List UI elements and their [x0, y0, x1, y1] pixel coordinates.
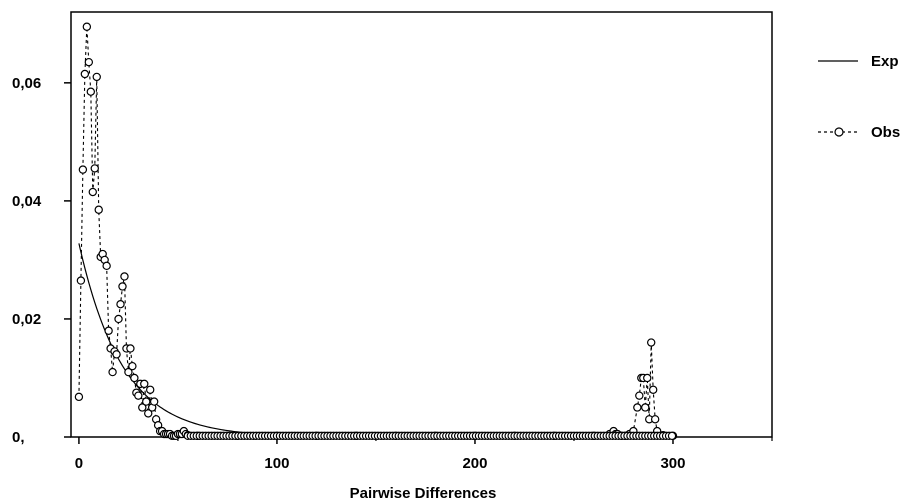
- x-axis-title: Pairwise Differences: [350, 485, 497, 502]
- obs-point: [118, 282, 127, 291]
- obs-point: [643, 373, 652, 383]
- obs-point: [140, 379, 149, 389]
- obs-point: [648, 385, 658, 394]
- legend-obs-label: Obs: [871, 124, 900, 141]
- obs-point: [138, 403, 147, 412]
- obs-point: [86, 87, 96, 96]
- y-tick-label: 0,06: [12, 75, 41, 92]
- y-tick-label: 0,04: [12, 193, 42, 210]
- obs-point: [102, 261, 111, 271]
- obs-point: [120, 272, 129, 281]
- obs-point: [124, 367, 133, 377]
- x-tick-label: 300: [660, 455, 685, 472]
- y-tick-label: 0,: [12, 429, 25, 446]
- x-axis: 0 100 200 300: [75, 437, 773, 472]
- obs-point: [114, 314, 123, 324]
- plot-frame: [70, 11, 773, 438]
- obs-point: [146, 385, 155, 394]
- obs-point: [144, 409, 153, 418]
- obs-point: [94, 205, 103, 214]
- obs-point: [74, 392, 84, 402]
- obs-point: [130, 373, 139, 383]
- obs-point: [128, 361, 137, 371]
- x-tick-label: 100: [264, 455, 289, 472]
- obs-point: [90, 164, 99, 173]
- y-tick-label: 0,02: [12, 311, 41, 328]
- obs-point: [667, 431, 677, 441]
- obs-point: [641, 403, 650, 412]
- x-tick-label: 0: [75, 455, 83, 472]
- series-obs-line: [78, 26, 674, 437]
- legend: Exp Obs: [818, 53, 900, 141]
- legend-exp-label: Exp: [871, 53, 899, 70]
- obs-point: [149, 397, 159, 406]
- series-exp-line: [78, 243, 321, 437]
- obs-point: [635, 391, 644, 400]
- obs-point: [134, 391, 143, 400]
- obs-point: [633, 403, 642, 412]
- obs-point: [84, 57, 94, 67]
- legend-obs-marker: [834, 127, 844, 137]
- obs-point: [80, 69, 90, 79]
- obs-point: [82, 22, 92, 31]
- obs-point: [88, 187, 97, 197]
- obs-point: [126, 344, 135, 353]
- obs-point: [650, 415, 660, 424]
- obs-point: [108, 367, 117, 377]
- obs-point: [647, 338, 656, 347]
- obs-point: [142, 397, 151, 406]
- obs-point: [76, 276, 86, 285]
- obs-point: [92, 72, 101, 82]
- y-axis: 0, 0,02 0,04 0,06: [12, 75, 71, 446]
- series-obs-markers: [74, 22, 678, 441]
- obs-point: [112, 350, 121, 359]
- obs-point: [104, 326, 113, 335]
- obs-point: [116, 299, 125, 309]
- x-tick-label: 200: [462, 455, 487, 472]
- series-layer: [74, 22, 678, 441]
- obs-point: [78, 165, 88, 174]
